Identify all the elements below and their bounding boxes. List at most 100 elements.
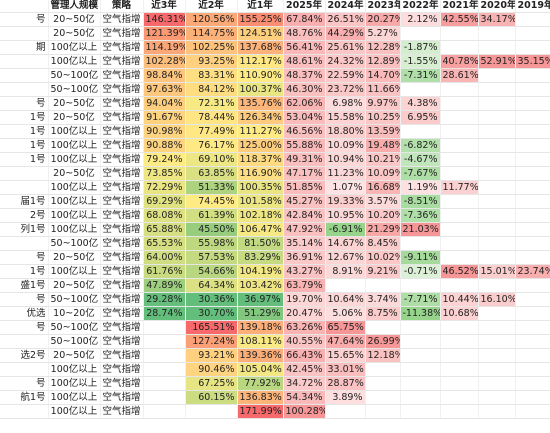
header-cell: 2019年 [515,0,550,13]
table-row: 航1号 100亿以上 空气指增 60.15% 136.83% 54.34% 3.89% [0,390,550,405]
return-cell: 101.58% [237,194,284,209]
return-cell [365,320,401,335]
return-cell: 35.14% [283,236,326,251]
return-cell: 63.85% [185,166,238,181]
fund-name: 号 [0,250,49,265]
return-cell: 10.21% [365,152,401,167]
table-row: 号 20~50亿 空气指增 64.00% 57.53% 83.29% 36.91% 12.67… [0,250,550,265]
manager-scale: 100亿以上 [48,180,101,195]
manager-scale: 100亿以上 [48,138,101,153]
return-cell [478,96,516,111]
return-cell [515,12,550,27]
fund-name: 期 [0,40,49,55]
return-cell: 110.90% [237,68,284,83]
return-cell [478,26,516,41]
return-cell: 29.28% [143,292,186,307]
fund-name [0,236,49,251]
return-cell [440,194,479,209]
table-row: 号 50~100亿 空气指增 165.51% 139.18% 63.26% 65.75% [0,320,550,335]
table-row: 100亿以上 空气指增 171.99% 100.28% [0,404,550,419]
header-cell: 2022年 [400,0,441,13]
return-cell [440,236,479,251]
manager-scale: 20~50亿 [48,110,101,125]
return-cell [478,180,516,195]
return-cell [515,236,550,251]
return-cell: 111.27% [237,124,284,139]
table-row: 100亿以上 空气指增 72.29% 51.33% 100.35% 51.85% 1.07%… [0,180,550,195]
return-cell [143,320,186,335]
return-cell [400,236,441,251]
return-cell [400,278,441,293]
return-cell: -7.36% [400,208,441,223]
fund-name: 1号 [0,264,49,279]
return-cell: 6.95% [400,110,441,125]
return-cell [143,404,186,419]
fund-name [0,362,49,377]
return-cell [440,82,479,97]
return-cell [515,82,550,97]
return-cell: 104.19% [237,264,284,279]
return-cell [365,404,401,419]
return-cell: 73.85% [143,166,186,181]
manager-scale: 100亿以上 [48,390,101,405]
return-cell [478,278,516,293]
return-cell [400,390,441,405]
return-cell: 53.04% [283,110,326,125]
manager-scale: 50~100亿 [48,320,101,335]
strategy: 空气指增 [100,12,144,27]
manager-scale: 20~50亿 [48,96,101,111]
table-row: 号 20~50亿 空气指增 94.04% 72.31% 135.76% 62.06% 6.98… [0,96,550,111]
fund-name [0,404,49,419]
return-cell [478,306,516,321]
table-row: 50~100亿 空气指增 97.63% 84.12% 100.37% 46.30% 23.7… [0,82,550,97]
return-cell [515,320,550,335]
manager-scale: 20~50亿 [48,26,101,41]
return-cell [440,348,479,363]
return-cell [400,362,441,377]
return-cell [365,362,401,377]
return-cell: 120.56% [185,12,238,27]
return-cell [478,152,516,167]
return-cell: 45.27% [283,194,326,209]
return-cell: 23.72% [325,82,366,97]
strategy: 空气指增 [100,250,144,265]
fund-name: 列1号 [0,222,49,237]
strategy: 空气指增 [100,362,144,377]
fund-name: 号 [0,376,49,391]
strategy: 空气指增 [100,320,144,335]
header-cell [0,0,49,13]
return-cell: 146.31% [143,12,186,27]
return-cell: 93.25% [185,54,238,69]
return-cell [515,334,550,349]
table-row: 选2号 20~50亿 空气指增 93.21% 139.36% 66.43% 15.65% 12… [0,348,550,363]
strategy: 空气指增 [100,152,144,167]
return-cell: 11.23% [325,166,366,181]
return-cell: 114.19% [143,40,186,55]
fund-name: 2号 [0,208,49,223]
return-cell: 106.47% [237,222,284,237]
return-cell: 8.75% [365,306,401,321]
return-cell: 3.57% [365,194,401,209]
fund-name: 优选 [0,306,49,321]
return-cell: 26.51% [325,12,366,27]
return-cell [440,138,479,153]
return-cell [478,110,516,125]
return-cell: 8.45% [365,236,401,251]
fund-name: 1号 [0,138,49,153]
return-cell [440,376,479,391]
return-cell: 10.44% [440,292,479,307]
return-cell: 63.79% [283,278,326,293]
fund-name: 航1号 [0,390,49,405]
return-cell: 42.55% [440,12,479,27]
return-cell: 112.17% [237,54,284,69]
return-cell [515,362,550,377]
return-cell [515,166,550,181]
return-cell: 49.31% [283,152,326,167]
return-cell [440,278,479,293]
fund-name [0,334,49,349]
return-cell [325,404,366,419]
strategy: 空气指增 [100,82,144,97]
return-cell: 5.06% [325,306,366,321]
manager-scale: 100亿以上 [48,194,101,209]
table-row: 号 50~100亿 空气指增 29.28% 30.36% 36.97% 19.70% 10.6… [0,292,550,307]
